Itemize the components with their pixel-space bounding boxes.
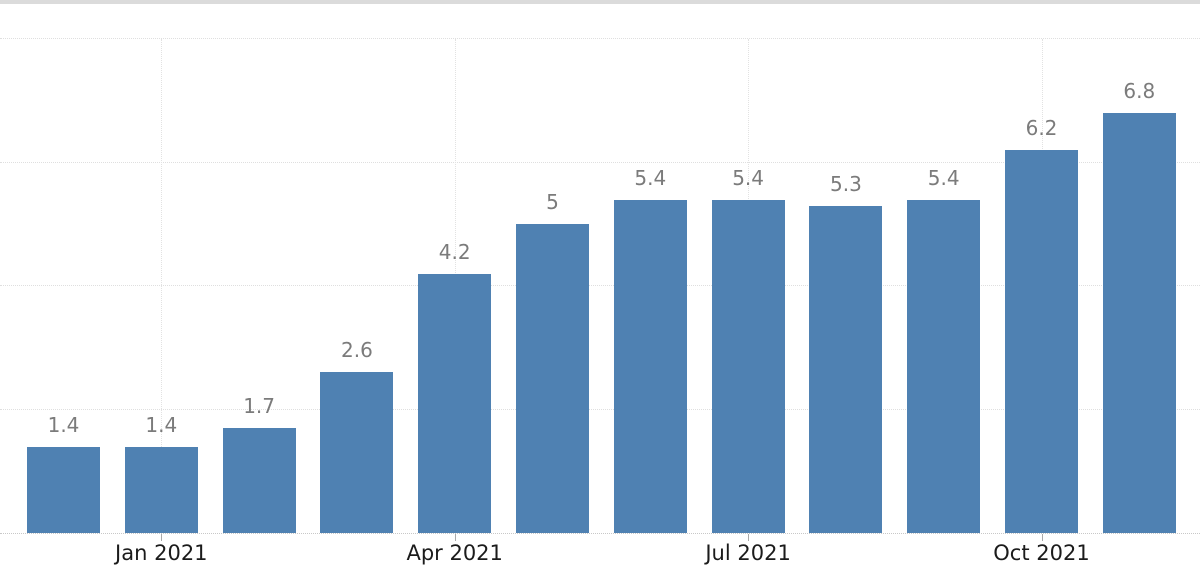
horizontal-gridline <box>0 285 1200 286</box>
bar[interactable] <box>613 199 687 533</box>
bar[interactable] <box>1005 150 1078 533</box>
x-axis-label: Oct 2021 <box>993 541 1090 565</box>
x-axis-line <box>0 533 1200 534</box>
horizontal-gridline <box>0 161 1200 163</box>
bar[interactable] <box>222 428 296 533</box>
x-axis-tick <box>1041 534 1043 541</box>
horizontal-gridline <box>0 38 1200 39</box>
x-axis-label: Apr 2021 <box>406 541 503 565</box>
bar-value-label: 4.2 <box>438 239 471 264</box>
bar-value-label: 6.2 <box>1025 116 1058 141</box>
bar[interactable] <box>320 372 394 533</box>
x-axis-tick <box>161 534 163 541</box>
vertical-gridline <box>161 39 163 533</box>
top-border-strip <box>0 0 1200 4</box>
bar-value-label: 5.4 <box>927 165 960 190</box>
bar-value-label: 1.4 <box>145 412 178 437</box>
bar[interactable] <box>124 446 198 533</box>
horizontal-gridline <box>0 408 1200 410</box>
bar[interactable] <box>418 273 492 533</box>
bar[interactable] <box>907 199 981 533</box>
bar-value-label: 5.4 <box>732 165 764 190</box>
bar-value-label: 5.3 <box>829 171 862 196</box>
x-axis-label: Jan 2021 <box>115 541 208 565</box>
bar[interactable] <box>1102 113 1176 533</box>
bar-value-label: 5.4 <box>634 165 667 190</box>
bar-value-label: 1.7 <box>243 394 275 419</box>
bar-value-label: 1.4 <box>47 412 80 437</box>
bar-value-label: 6.8 <box>1123 79 1156 104</box>
bar[interactable] <box>27 446 100 533</box>
bar[interactable] <box>516 224 589 533</box>
x-axis-tick <box>748 534 750 541</box>
bar[interactable] <box>809 205 883 533</box>
bar-value-label: 5 <box>546 190 559 215</box>
bar[interactable] <box>711 199 785 533</box>
x-axis-tick <box>454 534 456 541</box>
bar-value-label: 2.6 <box>340 338 373 363</box>
x-axis-label: Jul 2021 <box>705 541 791 565</box>
